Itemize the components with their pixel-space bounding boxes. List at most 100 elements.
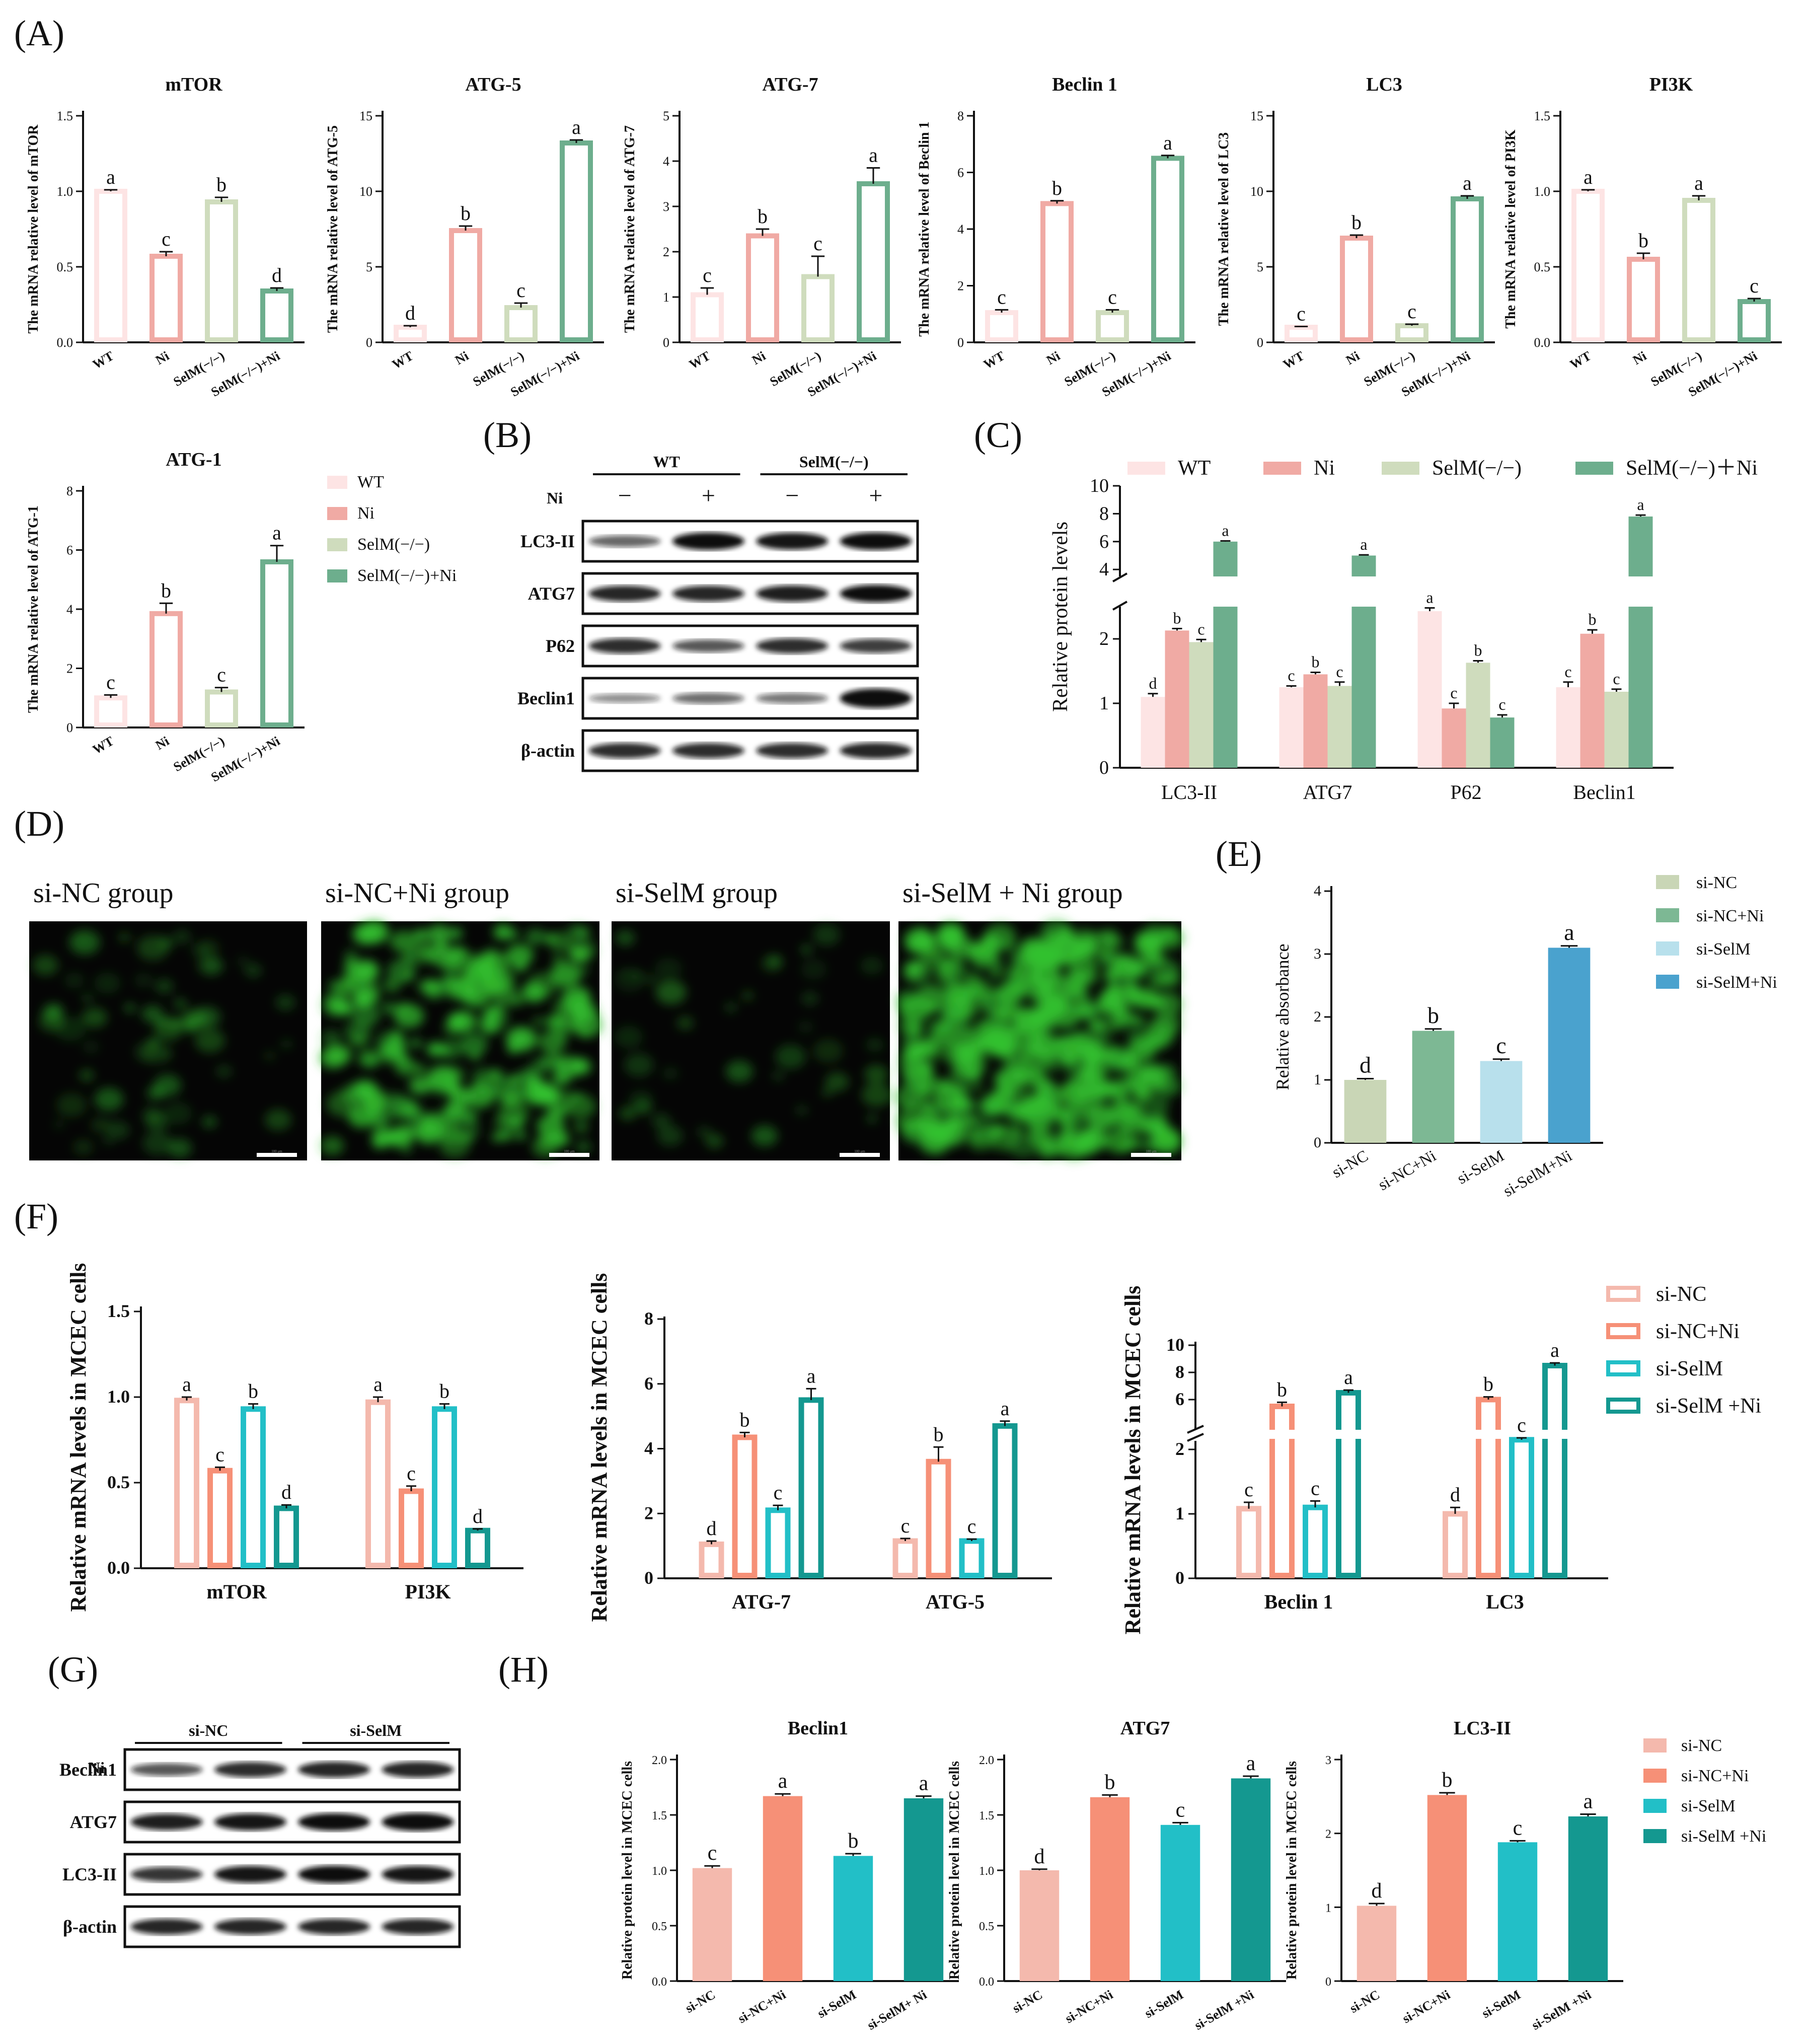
cell-signal — [216, 1065, 232, 1078]
blot-row-label: Beclin1 — [517, 688, 575, 708]
cell-signal — [545, 934, 556, 943]
blot-group-label: WT — [653, 453, 680, 471]
legend-swatch — [327, 538, 347, 551]
significance-letter: c — [708, 1842, 717, 1865]
y-tick-label: 2.0 — [979, 1754, 994, 1767]
cell-signal — [518, 1068, 540, 1085]
cell-signal — [374, 1030, 407, 1056]
blot-band — [672, 532, 744, 550]
cell-signal — [348, 1105, 376, 1128]
cell-signal — [578, 927, 590, 937]
cell-signal — [624, 1053, 654, 1077]
cell-signal — [190, 942, 210, 958]
cell-signal — [772, 1071, 785, 1081]
bar — [1231, 1778, 1271, 1981]
blot-sign: − — [618, 482, 632, 509]
y-tick-label: 6 — [1175, 1389, 1184, 1409]
significance-letter: b — [439, 1380, 449, 1403]
bar — [1466, 663, 1490, 768]
cell-signal — [1043, 1132, 1073, 1156]
blot-blot_G: si-NCsi-SelMNi−+−+Beclin1ATG7LC3-IIβ-act… — [59, 1721, 461, 1948]
cell-signal — [971, 1082, 984, 1092]
y-tick-label: 0 — [957, 335, 964, 350]
legend-label: si-NC — [1656, 1283, 1706, 1306]
cell-signal — [615, 968, 645, 993]
axis-break-mark — [1112, 572, 1127, 582]
significance-letter: a — [572, 116, 581, 138]
y-tick-label: 0 — [663, 335, 669, 350]
x-tick-label: si-SelM — [815, 1987, 859, 2021]
cell-signal — [506, 944, 534, 966]
significance-letter: d — [473, 1505, 483, 1527]
axis-break-mark — [1187, 1433, 1204, 1442]
blot-band — [756, 693, 828, 704]
panel-label: (H) — [498, 1649, 549, 1690]
y-tick-label: 1.5 — [979, 1809, 994, 1822]
bar — [149, 611, 183, 727]
cell-signal — [281, 1040, 292, 1049]
cell-signal — [552, 1059, 565, 1070]
scale-bar — [549, 1153, 589, 1157]
bar-upper — [1628, 516, 1653, 576]
legend-swatch — [1656, 875, 1679, 889]
y-tick-label: 0.5 — [57, 260, 73, 274]
cell-signal — [134, 973, 153, 988]
y-tick-label: 0 — [1099, 757, 1109, 778]
significance-letter: c — [997, 285, 1006, 308]
significance-letter: c — [1750, 274, 1759, 297]
significance-letter: b — [1277, 1378, 1287, 1401]
y-tick-label: 1 — [1175, 1503, 1184, 1523]
blot-band — [214, 1813, 286, 1831]
legend-label: SelM(−/−) — [1432, 457, 1522, 480]
chart-A-Beclin1: Beclin 1 0 2 4 6 8 The mRNA relative level of … — [917, 74, 1195, 400]
bar — [1090, 1797, 1130, 1981]
bar — [1542, 1363, 1567, 1578]
cell-signal — [461, 1033, 488, 1055]
bar — [1568, 1816, 1608, 1981]
significance-letter: d — [707, 1517, 717, 1540]
cell-signal — [1088, 1019, 1105, 1033]
chart-title: mTOR — [165, 74, 222, 95]
blot-band — [214, 1919, 286, 1935]
y-tick-label: 0 — [644, 1568, 653, 1588]
legend-swatch — [1643, 1799, 1667, 1813]
legend-swatch — [1127, 462, 1165, 475]
cell-signal — [579, 1028, 590, 1037]
cell-signal — [895, 1108, 926, 1133]
y-tick-label: 4 — [1099, 559, 1109, 580]
cell-signal — [42, 1004, 63, 1020]
blot-band — [382, 1762, 454, 1778]
legend-swatch — [1643, 1769, 1667, 1783]
significance-letter: a — [869, 144, 878, 167]
y-tick-label: 2 — [957, 279, 964, 294]
cell-signal — [645, 974, 658, 985]
blot-band — [214, 1762, 286, 1778]
significance-letter: c — [516, 279, 525, 302]
y-tick-label: 0.0 — [57, 335, 73, 350]
panel-label: (G) — [48, 1649, 98, 1690]
y-axis-label: The mRNA relative level of LC3 — [1216, 132, 1232, 326]
blot-row-label: ATG7 — [528, 583, 575, 604]
bar — [274, 1505, 299, 1568]
micrograph-title: si-SelM group — [616, 878, 778, 909]
y-tick-label: 1.5 — [107, 1301, 130, 1321]
legend-swatch — [1263, 462, 1301, 475]
significance-letter: a — [1550, 1339, 1559, 1361]
x-tick-label: WT — [390, 348, 416, 372]
cell-signal — [904, 1098, 919, 1110]
cell-signal — [1102, 946, 1116, 958]
bar — [1357, 1906, 1397, 1981]
x-tick-label: ATG-5 — [926, 1590, 985, 1613]
cell-signal — [426, 1042, 445, 1057]
cell-signal — [443, 1102, 466, 1120]
x-tick-label: ATG7 — [1303, 781, 1352, 804]
x-tick-label: Ni — [1343, 348, 1362, 368]
chart-title: LC3 — [1366, 74, 1402, 95]
x-tick-label: si-NC — [1329, 1146, 1371, 1181]
cell-signal — [860, 957, 883, 975]
x-tick-label: si-NC — [683, 1987, 718, 2016]
legend-label: Ni — [1314, 457, 1335, 480]
x-tick-label: WT — [1280, 348, 1307, 372]
cell-signal — [473, 1077, 497, 1096]
y-tick-label: 4 — [957, 222, 964, 237]
